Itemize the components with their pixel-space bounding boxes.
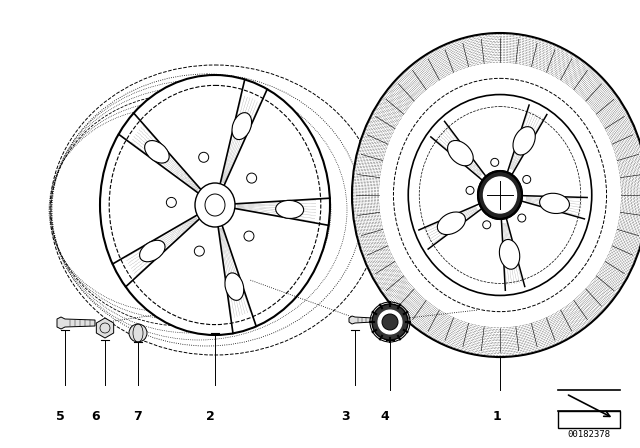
Ellipse shape [103, 78, 327, 332]
Ellipse shape [352, 33, 640, 357]
Ellipse shape [478, 171, 522, 219]
Ellipse shape [195, 183, 235, 227]
Ellipse shape [232, 112, 252, 140]
Text: 00182378: 00182378 [568, 430, 611, 439]
Text: 6: 6 [92, 410, 100, 423]
Text: 7: 7 [134, 410, 142, 423]
Polygon shape [97, 318, 114, 338]
Bar [558, 411, 620, 428]
Text: 1: 1 [493, 410, 501, 423]
Ellipse shape [372, 304, 408, 340]
Text: 5: 5 [56, 410, 65, 423]
Text: 3: 3 [340, 410, 349, 423]
Ellipse shape [408, 95, 592, 295]
Ellipse shape [483, 177, 516, 213]
Ellipse shape [513, 127, 535, 155]
Ellipse shape [225, 273, 244, 300]
Ellipse shape [100, 75, 330, 335]
Ellipse shape [378, 310, 402, 334]
Ellipse shape [382, 314, 398, 330]
Ellipse shape [129, 324, 147, 342]
Polygon shape [57, 317, 95, 329]
Ellipse shape [437, 212, 465, 235]
Polygon shape [349, 316, 373, 324]
Ellipse shape [540, 193, 570, 214]
Text: 2: 2 [205, 410, 214, 423]
Text: 4: 4 [381, 410, 389, 423]
Ellipse shape [276, 200, 303, 219]
Ellipse shape [499, 240, 520, 269]
Ellipse shape [140, 240, 165, 262]
Ellipse shape [145, 141, 169, 163]
Ellipse shape [447, 141, 473, 166]
